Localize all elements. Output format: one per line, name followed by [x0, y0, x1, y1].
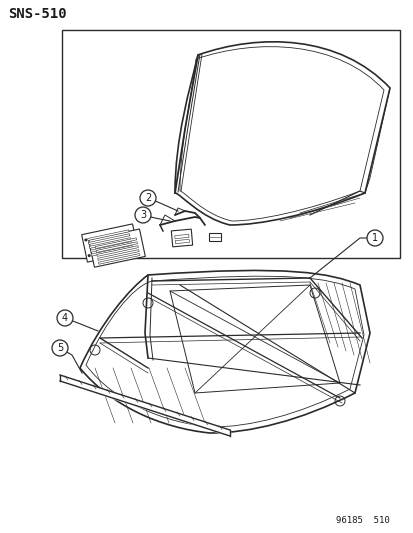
Bar: [95, 238, 136, 248]
Bar: [97, 249, 139, 260]
Text: 4: 4: [62, 313, 68, 323]
Circle shape: [84, 238, 87, 241]
Text: 2: 2: [145, 193, 151, 203]
Bar: [175, 239, 189, 244]
Circle shape: [140, 190, 156, 206]
Circle shape: [57, 310, 73, 326]
Text: 5: 5: [57, 343, 63, 353]
Bar: [89, 238, 131, 248]
Bar: [88, 229, 145, 267]
Circle shape: [52, 340, 68, 356]
Bar: [98, 254, 140, 264]
Bar: [209, 233, 221, 241]
Text: 96185  510: 96185 510: [335, 516, 389, 525]
Text: SNS-510: SNS-510: [8, 7, 66, 21]
Bar: [174, 235, 188, 239]
Bar: [96, 242, 137, 253]
Text: 3: 3: [140, 210, 146, 220]
Bar: [171, 229, 192, 247]
Circle shape: [366, 230, 382, 246]
Bar: [81, 224, 138, 262]
Bar: [90, 241, 131, 252]
Bar: [88, 234, 130, 245]
Circle shape: [88, 254, 90, 257]
Circle shape: [135, 207, 151, 223]
Text: 1: 1: [371, 233, 377, 243]
Bar: [62, 30, 399, 258]
Bar: [97, 246, 138, 256]
Bar: [91, 246, 132, 256]
Bar: [88, 230, 129, 240]
